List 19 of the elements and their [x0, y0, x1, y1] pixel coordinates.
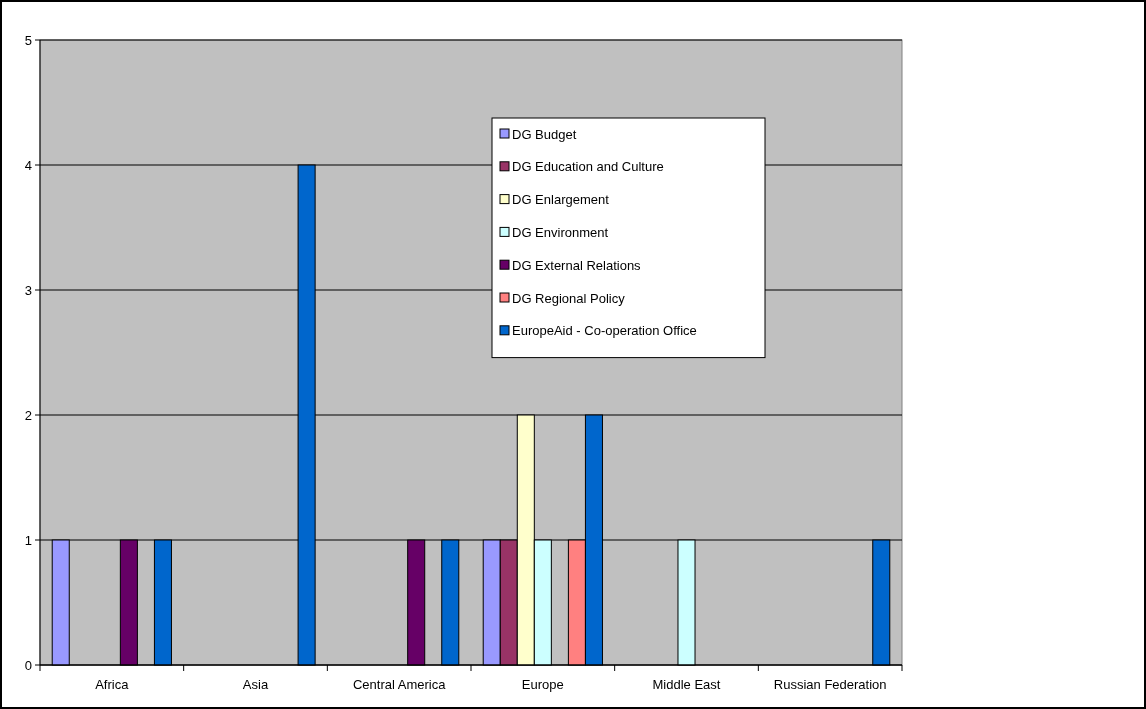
legend-label: DG External Relations: [512, 257, 642, 273]
y-tick-label: 3: [24, 282, 32, 298]
y-tick-label: 0: [24, 657, 32, 673]
y-tick-label: 1: [24, 532, 32, 548]
x-tick-label: Europe: [521, 677, 564, 692]
y-tick-label: 2: [24, 407, 32, 423]
legend-label: EuropeAid - Co-operation Office: [512, 323, 697, 339]
x-tick-label: Asia: [242, 677, 269, 692]
x-tick-label: Africa: [95, 677, 130, 692]
x-tick-label: Russian Federation: [773, 677, 887, 692]
x-tick-label: Central America: [352, 677, 447, 692]
y-tick-label: 5: [24, 32, 32, 48]
legend-label: DG Education and Culture: [512, 159, 664, 175]
x-tick-label: Middle East: [652, 677, 721, 692]
legend-label: DG Enlargement: [512, 192, 610, 208]
y-tick-label: 4: [24, 157, 32, 173]
legend-label: DG Budget: [512, 126, 577, 142]
legend-label: DG Regional Policy: [512, 290, 626, 306]
legend-label: DG Environment: [512, 224, 609, 240]
